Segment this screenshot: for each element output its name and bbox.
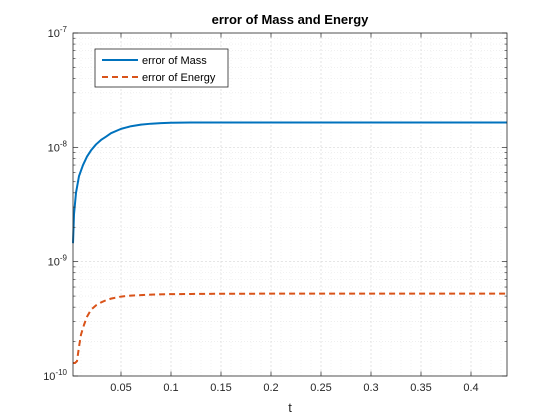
tick-marks — [73, 32, 507, 377]
series-line-energy — [73, 292, 507, 364]
x-tick-label: 0.25 — [310, 382, 331, 394]
y-tick-label: 10-10 — [43, 368, 67, 383]
x-tick-label: 0.2 — [263, 382, 278, 394]
y-tick-label: 10-7 — [48, 25, 68, 40]
x-tick-label: 0.3 — [363, 382, 378, 394]
x-tick-label: 0.4 — [463, 382, 478, 394]
x-tick-label: 0.15 — [210, 382, 231, 394]
chart-title: error of Mass and Energy — [212, 12, 370, 27]
x-tick-labels: 0.05 0.1 0.15 0.2 0.25 0.3 0.35 0.4 — [110, 382, 478, 394]
legend-label-mass: error of Mass — [142, 55, 207, 67]
axes-area: 0.05 0.1 0.15 0.2 0.25 0.3 0.35 0.4 10-1010-910… — [43, 25, 508, 394]
y-tick-labels: 10-10 10-9 10-8 10-7 — [43, 25, 67, 383]
minor-grid — [73, 33, 507, 376]
y-tick-label: 10-9 — [48, 254, 68, 269]
y-tick-label: 10-8 — [48, 139, 68, 154]
legend-label-energy: error of Energy — [142, 72, 216, 84]
series-layer — [72, 121, 507, 364]
x-tick-label: 0.35 — [410, 382, 431, 394]
plot-background — [73, 33, 507, 376]
legend: error of Mass error of Energy — [94, 48, 229, 88]
legend-box — [94, 48, 229, 88]
axes-box — [72, 32, 508, 377]
x-axis-label: t — [288, 400, 292, 415]
x-tick-label: 0.1 — [163, 382, 178, 394]
series-line-mass — [72, 121, 507, 244]
major-grid — [73, 33, 507, 376]
x-tick-label: 0.05 — [110, 382, 131, 394]
